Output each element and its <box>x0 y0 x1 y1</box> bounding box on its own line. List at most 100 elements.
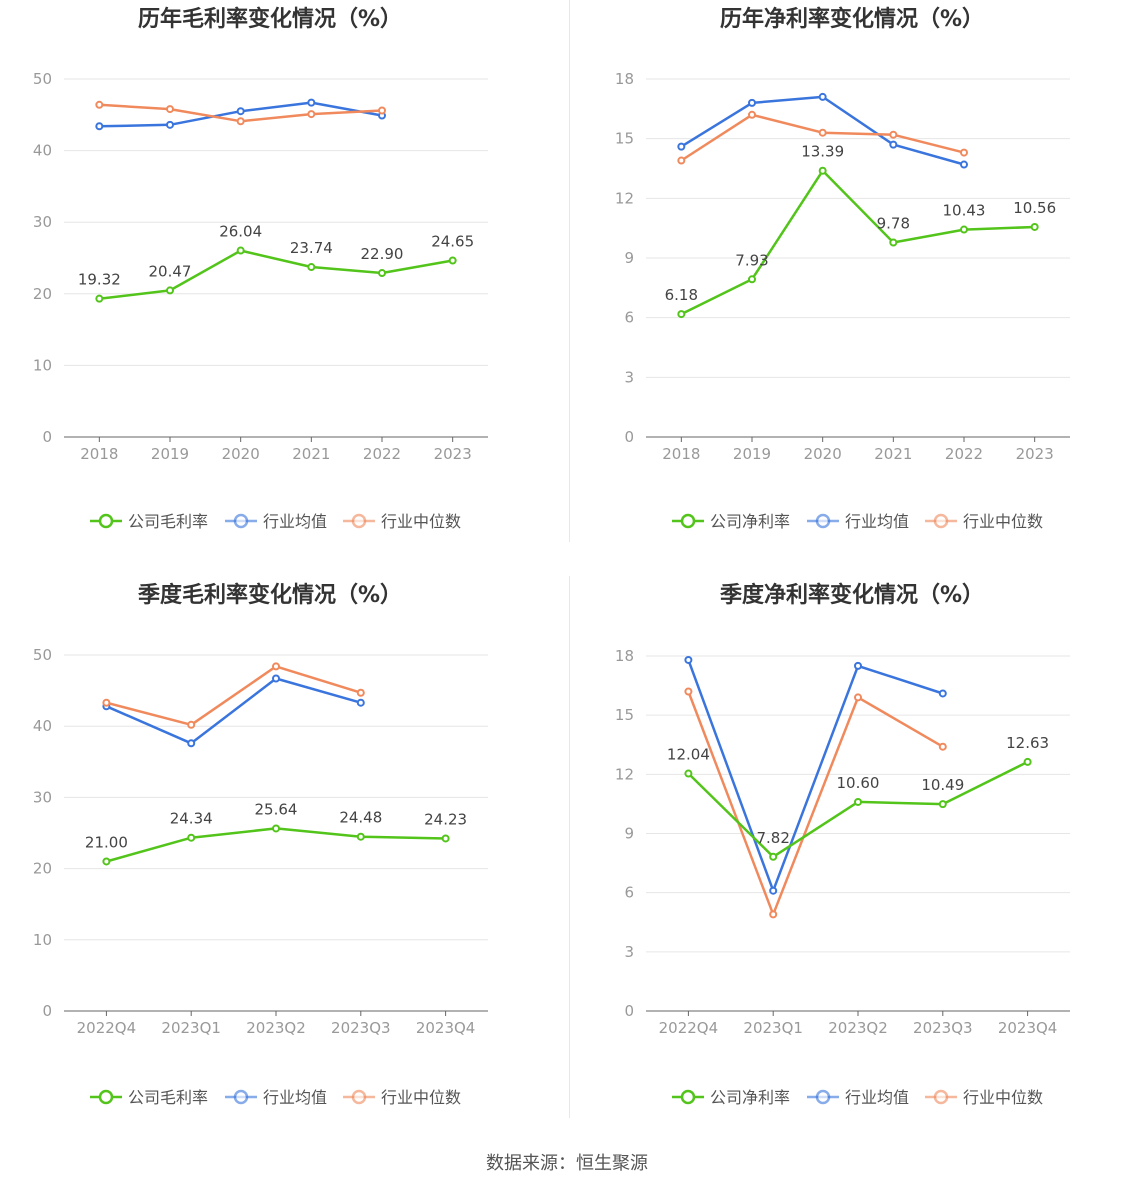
data-point[interactable] <box>95 122 104 131</box>
data-point[interactable] <box>102 698 111 707</box>
x-tick-label: 2018 <box>80 445 118 463</box>
legend-item-0[interactable]: 公司毛利率 <box>90 512 208 531</box>
x-tick-label: 2023Q1 <box>743 1019 803 1037</box>
data-point[interactable] <box>769 910 778 919</box>
legend-item-0[interactable]: 公司毛利率 <box>90 1088 208 1107</box>
data-point[interactable] <box>677 142 686 151</box>
data-label: 19.32 <box>78 271 121 289</box>
data-point[interactable] <box>236 117 245 126</box>
legend-marker-icon <box>351 513 367 529</box>
data-point[interactable] <box>684 769 693 778</box>
data-label: 10.43 <box>943 202 986 220</box>
y-tick-label: 15 <box>615 706 634 724</box>
data-point[interactable] <box>166 120 174 129</box>
data-point[interactable] <box>307 263 316 272</box>
legend-item-2[interactable]: 行业中位数 <box>925 1088 1043 1107</box>
legend-item-1[interactable]: 行业均值 <box>807 512 909 531</box>
data-point[interactable] <box>95 100 104 109</box>
data-point[interactable] <box>677 310 686 319</box>
y-tick-label: 50 <box>33 70 52 88</box>
data-point[interactable] <box>356 698 365 707</box>
data-point[interactable] <box>854 693 862 702</box>
legend-item-1[interactable]: 行业均值 <box>225 512 327 531</box>
legend-label: 行业中位数 <box>381 1088 461 1107</box>
data-point[interactable] <box>677 156 686 165</box>
data-point[interactable] <box>748 110 756 119</box>
x-tick-label: 2022Q4 <box>659 1019 719 1037</box>
data-point[interactable] <box>960 225 968 234</box>
y-tick-label: 9 <box>624 825 634 843</box>
data-label: 23.74 <box>290 239 333 257</box>
data-point[interactable] <box>818 166 827 175</box>
data-point[interactable] <box>938 689 947 698</box>
legend-item-1[interactable]: 行业均值 <box>225 1088 327 1107</box>
data-point[interactable] <box>889 238 898 247</box>
annual-net-margin-svg: 历年净利率变化情况（%） 0 3 6 9 12 15 18 2018 2019 2020 2021 20… <box>615 6 1070 531</box>
data-point[interactable] <box>684 687 693 696</box>
y-tick-label: 0 <box>42 428 52 446</box>
legend-item-1[interactable]: 行业均值 <box>807 1088 909 1107</box>
data-label: 6.18 <box>665 286 698 304</box>
data-point[interactable] <box>166 105 174 114</box>
data-label: 10.56 <box>1013 199 1056 217</box>
data-point[interactable] <box>854 797 862 806</box>
x-tick-label: 2023Q2 <box>246 1019 306 1037</box>
data-point[interactable] <box>307 98 316 107</box>
data-point[interactable] <box>307 110 316 119</box>
data-label: 10.60 <box>837 774 880 792</box>
data-point[interactable] <box>818 92 827 101</box>
data-point[interactable] <box>441 834 450 843</box>
data-point[interactable] <box>818 128 827 137</box>
data-point[interactable] <box>356 688 365 697</box>
data-point[interactable] <box>102 857 111 866</box>
legend-item-2[interactable]: 行业中位数 <box>343 512 461 531</box>
legend-item-2[interactable]: 行业中位数 <box>925 512 1043 531</box>
data-point[interactable] <box>938 800 947 809</box>
data-point[interactable] <box>1030 222 1039 231</box>
data-point[interactable] <box>236 107 245 116</box>
data-point[interactable] <box>748 98 756 107</box>
data-point[interactable] <box>1023 757 1032 766</box>
data-point[interactable] <box>748 275 756 284</box>
data-point[interactable] <box>166 286 174 295</box>
legend-item-0[interactable]: 公司净利率 <box>672 512 790 531</box>
x-tick-label: 2022Q4 <box>77 1019 137 1037</box>
data-point[interactable] <box>960 160 968 169</box>
y-tick-label: 30 <box>33 213 52 231</box>
x-tick-label: 2023Q2 <box>828 1019 888 1037</box>
data-label: 24.34 <box>170 810 213 828</box>
quarterly-gross-margin-svg: 季度毛利率变化情况（%） 0 10 20 30 40 50 2022Q4 2023Q1 2023Q… <box>33 582 488 1107</box>
data-point[interactable] <box>889 140 898 149</box>
data-point[interactable] <box>95 294 104 303</box>
legend-label: 行业均值 <box>263 1088 327 1107</box>
data-point[interactable] <box>236 246 245 255</box>
data-point[interactable] <box>960 148 968 157</box>
data-point[interactable] <box>854 661 862 670</box>
legend-marker-icon <box>815 513 831 529</box>
data-point[interactable] <box>378 269 386 278</box>
legend-item-0[interactable]: 公司净利率 <box>672 1088 790 1107</box>
y-tick-label: 40 <box>33 717 52 735</box>
data-point[interactable] <box>889 130 898 139</box>
data-point[interactable] <box>378 106 386 115</box>
y-tick-label: 10 <box>33 931 52 949</box>
data-point[interactable] <box>272 662 280 671</box>
data-point[interactable] <box>187 720 196 729</box>
legend-marker-icon <box>680 513 696 529</box>
data-point[interactable] <box>448 256 457 265</box>
legend-item-2[interactable]: 行业中位数 <box>343 1088 461 1107</box>
data-point[interactable] <box>769 886 778 895</box>
data-point[interactable] <box>272 824 280 833</box>
legend-label: 公司毛利率 <box>128 1088 208 1107</box>
data-point[interactable] <box>938 742 947 751</box>
data-point[interactable] <box>187 739 196 748</box>
data-point[interactable] <box>769 852 778 861</box>
legend-marker-icon <box>98 513 114 529</box>
data-point[interactable] <box>684 655 693 664</box>
data-point[interactable] <box>272 674 280 683</box>
series-line-1 <box>687 659 944 892</box>
x-tick-label: 2021 <box>292 445 330 463</box>
data-point[interactable] <box>356 832 365 841</box>
data-point[interactable] <box>187 833 196 842</box>
y-tick-label: 12 <box>615 189 634 207</box>
